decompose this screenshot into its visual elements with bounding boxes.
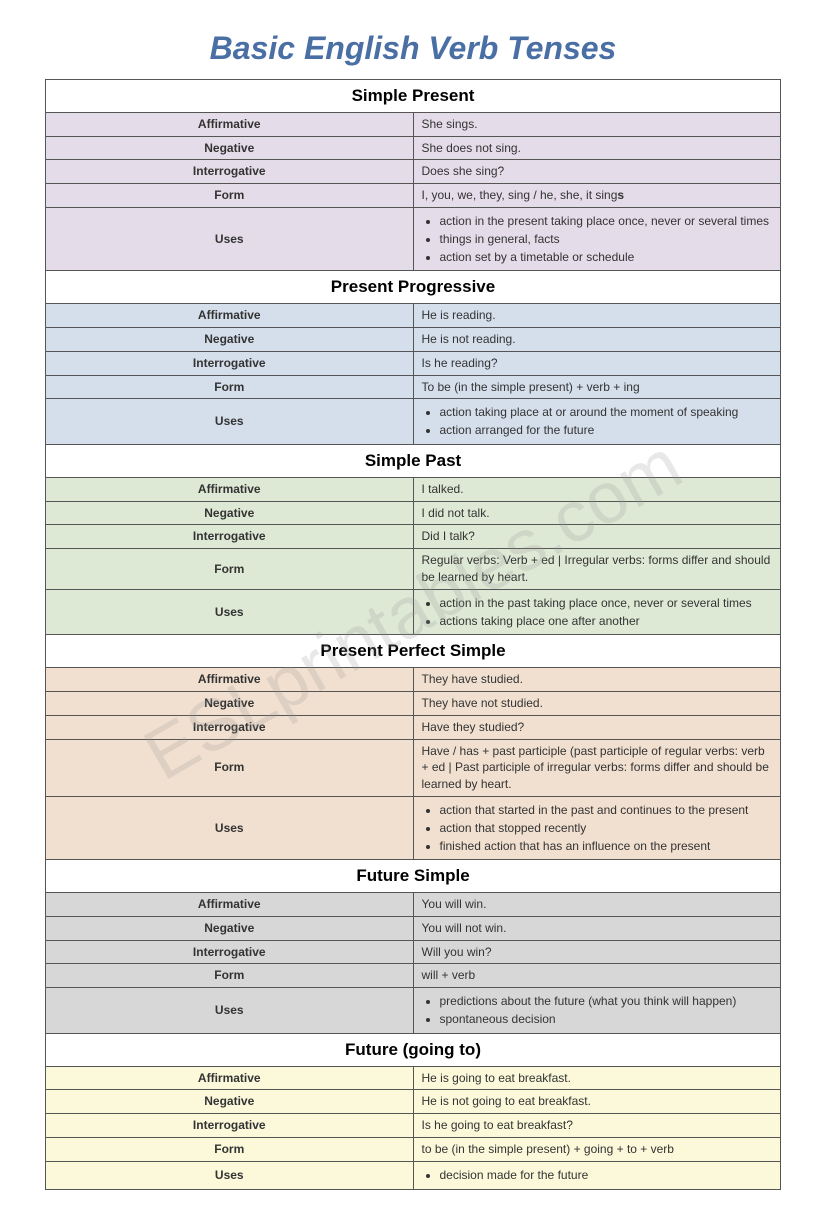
use-item: action taking place at or around the mom… (440, 404, 773, 421)
row-value-affirmative: I talked. (413, 477, 781, 501)
row-label-affirmative: Affirmative (46, 668, 414, 692)
row-label-form: Form (46, 184, 414, 208)
row-value-uses: decision made for the future (413, 1161, 781, 1189)
use-item: action in the past taking place once, ne… (440, 595, 773, 612)
row-label-interrogative: Interrogative (46, 525, 414, 549)
row-label-interrogative: Interrogative (46, 940, 414, 964)
row-value-negative: They have not studied. (413, 691, 781, 715)
row-value-interrogative: Did I talk? (413, 525, 781, 549)
row-label-negative: Negative (46, 136, 414, 160)
section-header: Future Simple (46, 860, 781, 893)
row-label-uses: Uses (46, 1161, 414, 1189)
row-value-affirmative: You will win. (413, 893, 781, 917)
row-value-negative: He is not going to eat breakfast. (413, 1090, 781, 1114)
row-label-affirmative: Affirmative (46, 893, 414, 917)
use-item: finished action that has an influence on… (440, 838, 773, 855)
row-value-negative: He is not reading. (413, 327, 781, 351)
row-value-uses: action that started in the past and cont… (413, 796, 781, 859)
use-item: action in the present taking place once,… (440, 213, 773, 230)
row-value-uses: action in the present taking place once,… (413, 207, 781, 270)
row-label-negative: Negative (46, 501, 414, 525)
row-value-negative: She does not sing. (413, 136, 781, 160)
row-value-interrogative: Will you win? (413, 940, 781, 964)
use-item: action set by a timetable or schedule (440, 249, 773, 266)
use-item: things in general, facts (440, 231, 773, 248)
tenses-table: Simple PresentAffirmativeShe sings.Negat… (45, 79, 781, 1190)
row-label-negative: Negative (46, 327, 414, 351)
row-value-affirmative: He is reading. (413, 304, 781, 328)
row-label-interrogative: Interrogative (46, 160, 414, 184)
row-label-uses: Uses (46, 796, 414, 859)
section-header: Future (going to) (46, 1033, 781, 1066)
row-label-uses: Uses (46, 207, 414, 270)
use-item: spontaneous decision (440, 1011, 773, 1028)
row-value-uses: action in the past taking place once, ne… (413, 589, 781, 635)
use-item: actions taking place one after another (440, 613, 773, 630)
row-value-uses: action taking place at or around the mom… (413, 399, 781, 445)
row-label-form: Form (46, 375, 414, 399)
row-label-form: Form (46, 739, 414, 796)
row-label-interrogative: Interrogative (46, 715, 414, 739)
row-value-interrogative: Is he going to eat breakfast? (413, 1114, 781, 1138)
use-item: predictions about the future (what you t… (440, 993, 773, 1010)
row-label-form: Form (46, 549, 414, 590)
row-label-form: Form (46, 964, 414, 988)
row-value-uses: predictions about the future (what you t… (413, 988, 781, 1034)
section-header: Simple Past (46, 444, 781, 477)
row-value-affirmative: They have studied. (413, 668, 781, 692)
row-label-negative: Negative (46, 691, 414, 715)
section-header: Present Perfect Simple (46, 635, 781, 668)
row-label-affirmative: Affirmative (46, 477, 414, 501)
row-label-affirmative: Affirmative (46, 1066, 414, 1090)
use-item: decision made for the future (440, 1167, 773, 1184)
row-value-affirmative: He is going to eat breakfast. (413, 1066, 781, 1090)
row-label-negative: Negative (46, 916, 414, 940)
use-item: action that stopped recently (440, 820, 773, 837)
row-value-negative: I did not talk. (413, 501, 781, 525)
row-label-form: Form (46, 1138, 414, 1162)
section-header: Simple Present (46, 80, 781, 113)
row-value-negative: You will not win. (413, 916, 781, 940)
row-value-interrogative: Have they studied? (413, 715, 781, 739)
row-label-affirmative: Affirmative (46, 112, 414, 136)
row-label-interrogative: Interrogative (46, 1114, 414, 1138)
row-value-form: To be (in the simple present) + verb + i… (413, 375, 781, 399)
row-label-uses: Uses (46, 399, 414, 445)
row-value-form: will + verb (413, 964, 781, 988)
row-label-negative: Negative (46, 1090, 414, 1114)
use-item: action arranged for the future (440, 422, 773, 439)
row-label-interrogative: Interrogative (46, 351, 414, 375)
page-title: Basic English Verb Tenses (45, 30, 781, 67)
row-value-interrogative: Is he reading? (413, 351, 781, 375)
use-item: action that started in the past and cont… (440, 802, 773, 819)
row-value-interrogative: Does she sing? (413, 160, 781, 184)
row-label-uses: Uses (46, 988, 414, 1034)
row-value-form: I, you, we, they, sing / he, she, it sin… (413, 184, 781, 208)
row-value-form: to be (in the simple present) + going + … (413, 1138, 781, 1162)
section-header: Present Progressive (46, 271, 781, 304)
row-label-affirmative: Affirmative (46, 304, 414, 328)
row-label-uses: Uses (46, 589, 414, 635)
row-value-affirmative: She sings. (413, 112, 781, 136)
row-value-form: Have / has + past participle (past parti… (413, 739, 781, 796)
row-value-form: Regular verbs: Verb + ed | Irregular ver… (413, 549, 781, 590)
